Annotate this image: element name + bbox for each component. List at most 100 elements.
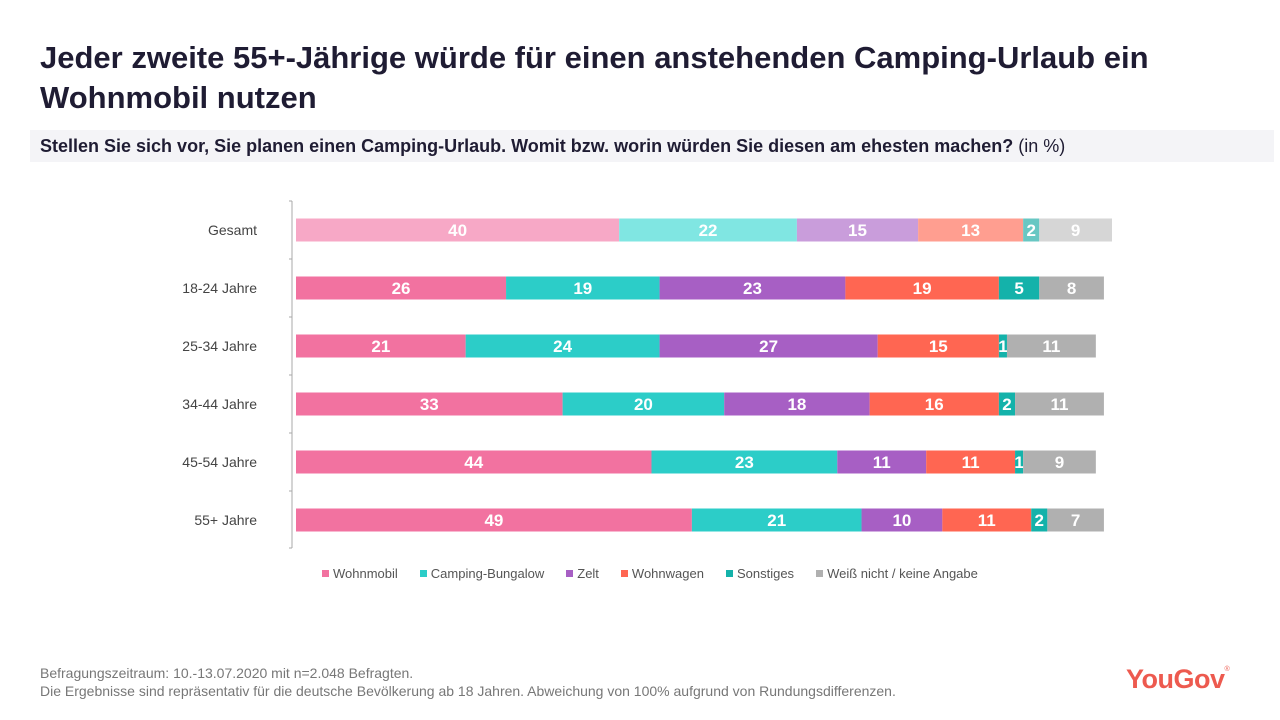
bar-segment [998,334,1007,358]
data-label: 22 [699,221,718,240]
legend-label: Camping-Bungalow [430,566,545,581]
data-label: 2 [1002,395,1011,414]
legend-swatch [322,570,329,577]
data-label: 15 [848,221,867,240]
legend-item: Sonstiges [725,566,795,581]
bar-segment [998,392,1016,416]
data-label: 18 [787,395,806,414]
bar-segment [918,218,1024,242]
bar-segment [562,392,725,416]
bar-segment [659,334,878,358]
legend-item: Wohnwagen [620,566,704,581]
survey-period-note: Befragungszeitraum: 10.-13.07.2020 mit n… [40,665,414,681]
legend-label: Wohnwagen [631,566,704,581]
yougov-logo: YouGov® [1126,664,1230,695]
data-label: 26 [392,279,411,298]
data-label: 11 [873,453,891,472]
data-label: 13 [961,221,980,240]
data-label: 27 [759,337,778,356]
data-label: 11 [1050,395,1068,414]
data-label: 9 [1055,453,1064,472]
bar-segment [296,392,563,416]
data-label: 23 [735,453,754,472]
data-label: 1 [1014,453,1023,472]
bar-segment [465,334,660,358]
data-label: 49 [484,511,503,530]
bar-segment [1023,218,1040,242]
bar-segment [651,450,838,474]
bar-segment [1023,450,1096,474]
data-label: 23 [743,279,762,298]
data-label: 40 [448,221,467,240]
data-label: 20 [634,395,653,414]
question-banner: Stellen Sie sich vor, Sie planen einen C… [30,130,1274,162]
legend-item: Weiß nicht / keine Angabe [816,566,978,581]
category-label: 25-34 Jahre [182,338,257,354]
legend-item: Zelt [566,566,599,581]
bar-segment [724,392,870,416]
bar-segment [837,450,927,474]
data-label: 11 [962,453,980,472]
legend-label: Wohnmobil [333,566,398,581]
bar-segment [861,508,943,532]
data-label: 15 [929,337,948,356]
bar-segment [296,508,692,532]
bar-segment [506,276,660,300]
data-label: 5 [1014,279,1023,298]
bar-segment [659,276,846,300]
bar-segment [296,450,652,474]
legend-swatch [566,570,574,577]
bar-segment [942,508,1032,532]
bar-segment [619,218,797,242]
bar-segment [296,276,507,300]
bar-segment [845,276,999,300]
category-label: 18-24 Jahre [182,280,257,296]
representativeness-note: Die Ergebnisse sind repräsentativ für di… [40,683,896,699]
page-title: Jeder zweite 55+-Jährige würde für einen… [40,40,1149,115]
bar-segment [1031,508,1048,532]
category-label: 55+ Jahre [194,512,257,528]
legend-item: Wohnmobil [322,566,398,581]
bar-segment [796,218,919,242]
legend-swatch [419,570,427,577]
stacked-bar-chart: Gesamt 18-24 Jahre 25-34 Jahre 34-44 Jahre 4… [182,200,1112,549]
bar-segment [296,218,620,242]
legend-label: Sonstiges [736,566,795,581]
data-label: 21 [371,337,390,356]
data-label: 8 [1067,279,1076,298]
legend-item: Camping-Bungalow [419,566,545,581]
question-text: Stellen Sie sich vor, Sie planen einen C… [40,136,1014,156]
data-label: 7 [1071,511,1080,530]
data-label: 1 [998,337,1007,356]
data-label: 21 [767,511,786,530]
bar-segment [1015,392,1104,416]
registered-mark: ® [1224,666,1230,673]
data-label: 11 [1042,337,1060,356]
unit-label: (in %) [1018,136,1066,156]
data-label: 10 [892,511,911,530]
data-label: 44 [464,453,483,472]
data-label: 16 [925,395,944,414]
legend-swatch [620,570,628,577]
data-label: 9 [1071,221,1080,240]
bar-segment [998,276,1040,300]
footer-notes: Befragungszeitraum: 10.-13.07.2020 mit n… [40,664,896,700]
bar-segment [691,508,862,532]
bar-segment [869,392,999,416]
bar-segment [1015,450,1024,474]
logo-text: YouGov [1126,664,1225,694]
bar-segment [877,334,999,358]
legend-swatch [816,570,824,577]
category-label: Gesamt [208,222,257,238]
data-label: 2 [1026,221,1035,240]
legend-swatch [725,570,733,577]
bar-segment [1039,218,1112,242]
data-label: 19 [913,279,932,298]
data-label: 2 [1035,511,1044,530]
data-label: 33 [420,395,439,414]
data-label: 24 [553,337,572,356]
category-label: 45-54 Jahre [182,454,257,470]
data-label: 11 [978,511,996,530]
data-label: 19 [573,279,592,298]
